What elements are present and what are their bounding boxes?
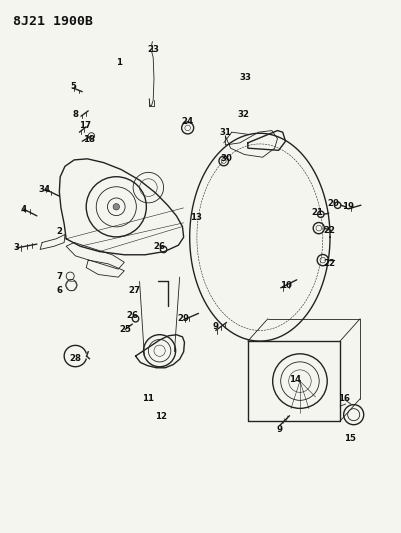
Text: 19: 19 <box>342 203 354 211</box>
Text: 10: 10 <box>279 281 292 289</box>
Circle shape <box>113 204 119 210</box>
Text: 13: 13 <box>190 213 202 222</box>
Text: 7: 7 <box>56 272 63 280</box>
Text: 22: 22 <box>324 260 336 268</box>
Text: 11: 11 <box>142 394 154 403</box>
Text: 2: 2 <box>57 228 62 236</box>
Text: 15: 15 <box>344 434 356 442</box>
Text: 20: 20 <box>328 199 340 208</box>
Text: 16: 16 <box>338 394 350 403</box>
Text: 32: 32 <box>238 110 250 119</box>
Text: 1: 1 <box>117 59 122 67</box>
Text: 6: 6 <box>57 286 62 295</box>
Text: 8J21 1900B: 8J21 1900B <box>13 15 93 28</box>
Text: 28: 28 <box>69 354 81 362</box>
Text: 26: 26 <box>154 242 166 251</box>
Text: 33: 33 <box>239 73 251 82</box>
Text: 22: 22 <box>324 226 336 235</box>
Text: 12: 12 <box>155 413 167 421</box>
Text: 8: 8 <box>73 110 78 119</box>
Text: 30: 30 <box>221 155 233 163</box>
Text: 34: 34 <box>39 185 51 193</box>
Text: 23: 23 <box>147 45 159 53</box>
Text: 29: 29 <box>178 314 190 323</box>
Text: 9: 9 <box>277 425 283 433</box>
Text: 3: 3 <box>14 244 20 252</box>
Text: 5: 5 <box>70 82 76 91</box>
Text: 14: 14 <box>289 375 301 384</box>
Text: 26: 26 <box>126 311 138 320</box>
Text: 24: 24 <box>182 117 194 126</box>
Text: 25: 25 <box>119 325 131 334</box>
Text: 31: 31 <box>219 128 231 136</box>
Text: 4: 4 <box>20 205 26 214</box>
Text: 9: 9 <box>213 322 219 330</box>
Text: 21: 21 <box>312 208 324 216</box>
Text: 27: 27 <box>128 286 140 295</box>
Text: 17: 17 <box>79 121 91 130</box>
Text: 18: 18 <box>83 135 95 144</box>
